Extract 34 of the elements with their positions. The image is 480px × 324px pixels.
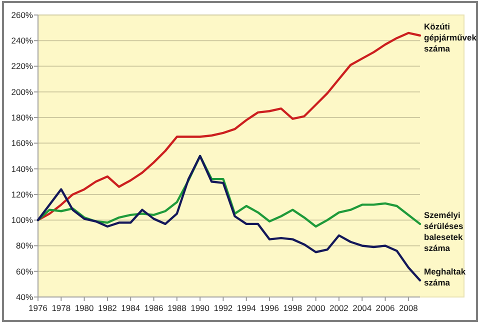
- y-tick-label: 80%: [16, 240, 34, 251]
- x-tick-label: 1980: [74, 303, 94, 313]
- line-series: [36, 32, 422, 222]
- x-tick-label: 1976: [28, 303, 48, 313]
- x-tick-label: 1990: [190, 303, 210, 313]
- y-tick-label: 160%: [11, 138, 34, 148]
- x-tick-label: 2004: [352, 303, 372, 313]
- x-tick-label: 1998: [283, 303, 302, 313]
- y-tick-label: 260%: [11, 10, 34, 20]
- x-tick-label: 1982: [98, 303, 118, 313]
- x-tick-label: 2002: [330, 303, 349, 313]
- x-tick-label: 1992: [214, 303, 233, 313]
- x-tick-label: 2006: [376, 303, 395, 313]
- x-tick-label: 2000: [306, 303, 326, 313]
- y-tick-label: 40%: [16, 292, 34, 302]
- series-label: Meghaltak száma: [424, 266, 466, 288]
- line-series: [36, 154, 422, 282]
- y-tick-label: 100%: [11, 215, 34, 226]
- y-tick-label: 180%: [11, 112, 34, 123]
- series-label: Közúti gépjárművek száma: [424, 22, 477, 54]
- x-tick-label: 2008: [398, 303, 418, 313]
- y-tick-label: 60%: [16, 266, 34, 276]
- x-tick-label: 1978: [52, 303, 71, 313]
- x-tick-label: 1996: [260, 303, 280, 313]
- y-tick-label: 120%: [11, 189, 34, 200]
- y-tick-label: 140%: [11, 164, 34, 174]
- y-tick-label: 220%: [11, 61, 34, 72]
- x-tick-label: 1994: [236, 303, 256, 313]
- y-tick-label: 240%: [11, 36, 34, 46]
- series-label: Személyi sérüléses balesetek száma: [424, 210, 464, 253]
- y-tick-label: 200%: [11, 86, 34, 97]
- x-tick-label: 1988: [167, 303, 187, 313]
- x-tick-label: 1984: [121, 303, 140, 313]
- x-tick-label: 1986: [144, 303, 164, 313]
